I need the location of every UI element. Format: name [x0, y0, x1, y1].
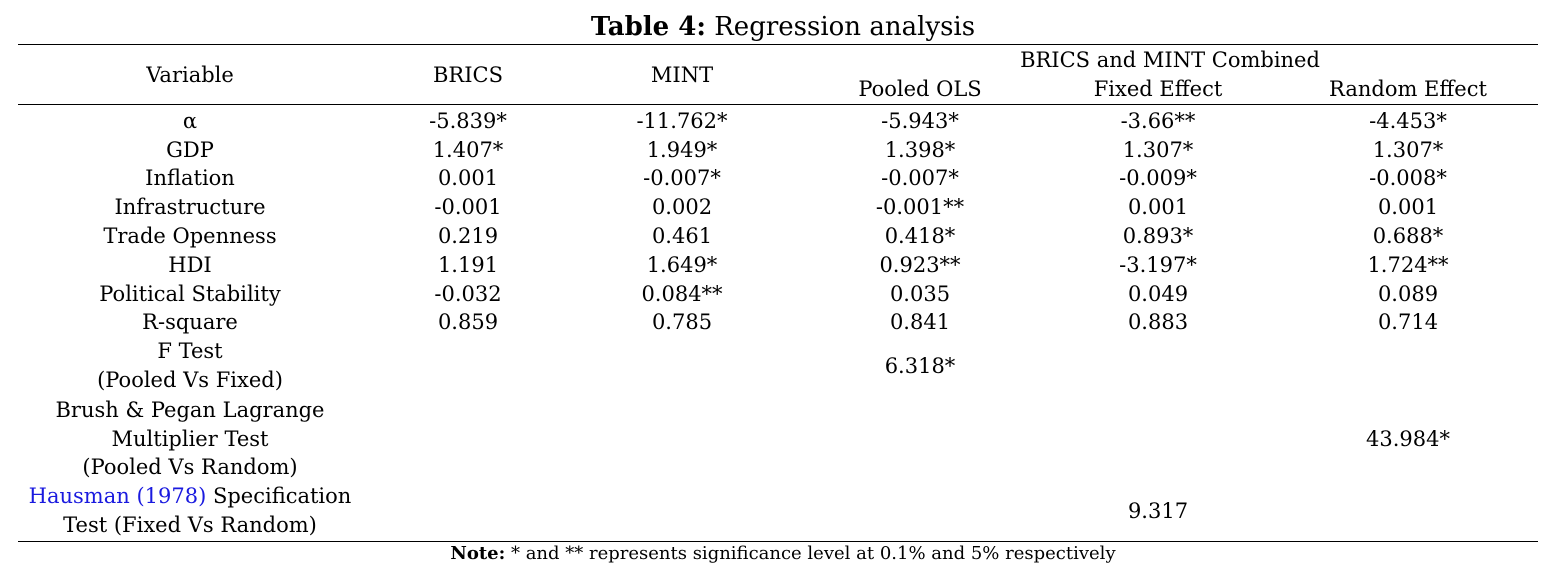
table-note: Note: * and ** represents significance l… [0, 541, 1566, 567]
cell-fixed: 1.307* [1122, 138, 1194, 162]
cell-random: 1.724** [1367, 253, 1449, 277]
hausman-label-line1: Hausman (1978) Specification [4, 482, 376, 511]
row-variable: Political Stability [99, 282, 281, 306]
cell-random: 0.714 [1377, 310, 1439, 334]
cell-brics: 0.001 [437, 166, 499, 190]
cell-mint: 1.649* [646, 253, 718, 277]
cell-brics: 1.407* [432, 138, 504, 162]
row-variable: α [182, 109, 198, 133]
cell-pooled: 0.923** [879, 253, 961, 277]
row-variable: Infrastructure [114, 195, 266, 219]
f-test-label-line2: (Pooled Vs Fixed) [97, 368, 283, 392]
lm-test-label-line1: Brush & Pegan Lagrange [55, 398, 325, 422]
cell-brics: -0.001 [434, 195, 502, 219]
cell-fixed: -3.197* [1119, 253, 1197, 277]
caption-label: Table 4: [590, 12, 706, 42]
cell-mint: 0.785 [651, 310, 713, 334]
cell-fixed: -0.009* [1119, 166, 1197, 190]
row-variable: R-square [142, 310, 238, 334]
cell-fixed: 0.883 [1127, 310, 1189, 334]
top-rule [18, 44, 1538, 45]
header-pooled: Pooled OLS [858, 77, 982, 101]
cell-fixed: 0.049 [1127, 282, 1189, 306]
cell-random: 0.688* [1372, 224, 1444, 248]
caption-text: Regression analysis [714, 12, 976, 42]
cell-brics: 1.191 [437, 253, 499, 277]
cell-mint: -0.007* [643, 166, 721, 190]
cell-pooled: -0.007* [881, 166, 959, 190]
cell-brics: -5.839* [429, 109, 507, 133]
header-rule [18, 104, 1538, 105]
hausman-label-rest: Specification [206, 484, 352, 508]
row-variable: Trade Openness [103, 224, 277, 248]
note-text: * and ** represents significance level a… [505, 543, 1116, 564]
row-variable: HDI [168, 253, 212, 277]
header-mint: MINT [650, 63, 714, 87]
cell-pooled: 0.035 [889, 282, 951, 306]
f-test-label-line1: F Test [157, 339, 223, 363]
note-label: Note: [450, 543, 506, 564]
cell-fixed: 0.893* [1122, 224, 1194, 248]
f-test-value: 6.318* [884, 354, 956, 378]
header-variable: Variable [146, 63, 234, 87]
cell-fixed: 0.001 [1127, 195, 1189, 219]
hausman-value: 9.317 [1127, 499, 1189, 523]
header-fixed: Fixed Effect [1093, 77, 1223, 101]
table-caption: Table 4: Regression analysis [0, 10, 1566, 44]
row-variable: Inflation [145, 166, 235, 190]
cell-mint: -11.762* [636, 109, 728, 133]
cell-random: 0.001 [1377, 195, 1439, 219]
cell-mint: 0.084** [641, 282, 723, 306]
lm-test-value: 43.984* [1366, 427, 1450, 451]
cell-brics: 0.219 [437, 224, 499, 248]
hausman-label-line2: Test (Fixed Vs Random) [63, 513, 317, 537]
lm-test-label-line3: (Pooled Vs Random) [82, 455, 298, 479]
bottom-rule [18, 541, 1538, 542]
cell-random: -4.453* [1369, 109, 1447, 133]
cell-pooled: 1.398* [884, 138, 956, 162]
cell-brics: 0.859 [437, 310, 499, 334]
hausman-citation-link[interactable]: Hausman (1978) [28, 484, 207, 508]
cell-random: 1.307* [1372, 138, 1444, 162]
header-random: Random Effect [1329, 77, 1487, 101]
cell-random: -0.008* [1369, 166, 1447, 190]
row-variable: GDP [166, 138, 214, 162]
header-combined: BRICS and MINT Combined [1020, 48, 1320, 72]
cell-pooled: 0.418* [884, 224, 956, 248]
cell-mint: 0.002 [651, 195, 713, 219]
cell-fixed: -3.66** [1120, 109, 1196, 133]
lm-test-label-line2: Multiplier Test [111, 427, 269, 451]
cell-pooled: 0.841 [889, 310, 951, 334]
cell-mint: 1.949* [646, 138, 718, 162]
cell-pooled: -0.001** [875, 195, 965, 219]
cell-mint: 0.461 [651, 224, 713, 248]
cell-random: 0.089 [1377, 282, 1439, 306]
header-brics: BRICS [433, 63, 503, 87]
cell-pooled: -5.943* [881, 109, 959, 133]
cell-brics: -0.032 [434, 282, 502, 306]
